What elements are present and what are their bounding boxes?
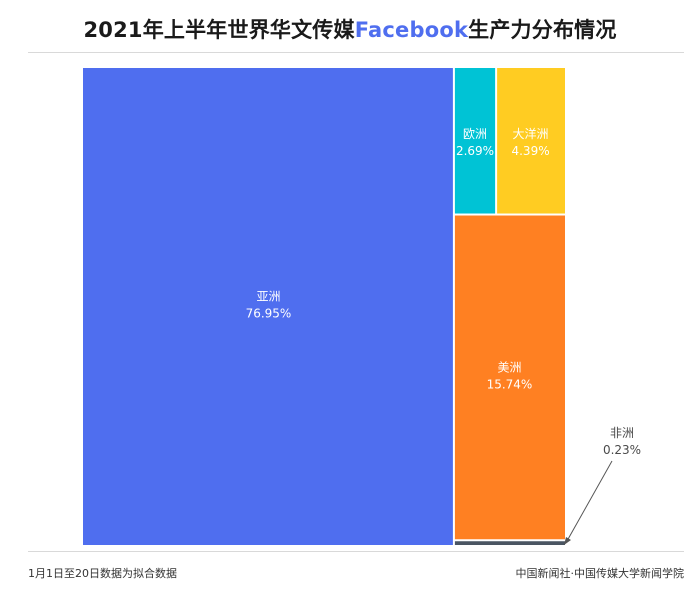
tile-name-africa: 非洲 <box>610 426 634 440</box>
footer-divider <box>28 551 684 552</box>
tile-value-asia: 76.95% <box>246 307 292 321</box>
treemap-tile-asia <box>83 68 453 545</box>
tile-value-americas: 15.74% <box>487 377 533 391</box>
treemap-tile-europe <box>454 68 496 214</box>
treemap-tile-africa <box>454 541 565 545</box>
tile-value-europe: 2.69% <box>456 144 494 158</box>
footer-note: 1月1日至20日数据为拟合数据 <box>28 567 177 580</box>
africa-leader-arrowhead <box>564 537 571 545</box>
tile-name-asia: 亚洲 <box>256 290 280 304</box>
tile-name-americas: 美洲 <box>497 360 521 374</box>
africa-leader-line <box>566 460 613 542</box>
treemap-tile-americas <box>454 215 565 540</box>
title-part-1: 2021年上半年世界华文传媒 <box>83 18 355 42</box>
treemap-tile-oceania <box>497 68 565 214</box>
tile-value-africa: 0.23% <box>603 443 641 457</box>
tile-name-oceania: 大洋洲 <box>513 126 549 141</box>
chart-title: 2021年上半年世界华文传媒Facebook生产力分布情况 <box>0 14 700 44</box>
title-part-2: 生产力分布情况 <box>468 18 617 42</box>
title-divider <box>28 52 684 53</box>
tile-value-oceania: 4.39% <box>511 144 549 158</box>
title-accent: Facebook <box>354 18 469 42</box>
tile-name-europe: 欧洲 <box>463 127 487 141</box>
footer-source: 中国新闻社·中国传媒大学新闻学院 <box>515 567 685 580</box>
